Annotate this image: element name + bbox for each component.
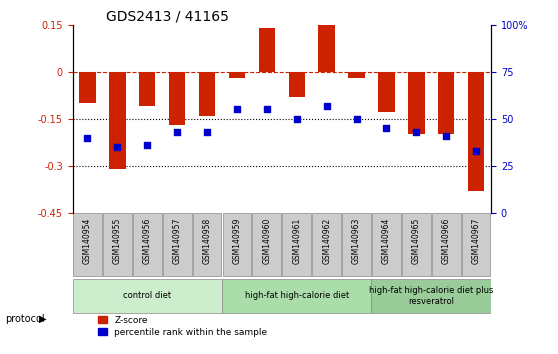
Text: GSM140962: GSM140962 [322, 218, 331, 264]
Text: high-fat high-calorie diet plus
resveratrol: high-fat high-calorie diet plus resverat… [369, 286, 493, 306]
FancyBboxPatch shape [73, 279, 222, 313]
Text: GSM140963: GSM140963 [352, 218, 361, 264]
Text: ▶: ▶ [39, 314, 46, 324]
Text: GSM140954: GSM140954 [83, 218, 92, 264]
Point [203, 129, 211, 135]
FancyBboxPatch shape [312, 213, 341, 276]
Point [322, 103, 331, 108]
FancyBboxPatch shape [163, 213, 191, 276]
Point [382, 125, 391, 131]
FancyBboxPatch shape [133, 213, 162, 276]
Point [143, 142, 152, 148]
Text: GSM140966: GSM140966 [442, 218, 451, 264]
Bar [258, 28, 275, 72]
Text: GSM140960: GSM140960 [262, 218, 271, 264]
FancyBboxPatch shape [402, 213, 431, 276]
Legend: Z-score, percentile rank within the sample: Z-score, percentile rank within the samp… [98, 316, 267, 337]
Text: GSM140958: GSM140958 [203, 218, 211, 264]
Point [412, 129, 421, 135]
FancyBboxPatch shape [372, 213, 401, 276]
Point [442, 133, 451, 138]
FancyBboxPatch shape [342, 213, 371, 276]
Text: GSM140956: GSM140956 [143, 218, 152, 264]
Bar [468, 72, 484, 191]
Text: GSM140959: GSM140959 [233, 218, 242, 264]
Bar [79, 72, 96, 103]
Bar [438, 72, 454, 135]
FancyBboxPatch shape [462, 213, 490, 276]
Text: GSM140955: GSM140955 [113, 218, 122, 264]
FancyBboxPatch shape [282, 213, 311, 276]
Point [113, 144, 122, 150]
Point [173, 129, 182, 135]
Text: GSM140965: GSM140965 [412, 218, 421, 264]
Bar [229, 72, 245, 78]
Bar [408, 72, 425, 135]
Text: GDS2413 / 41165: GDS2413 / 41165 [106, 10, 229, 24]
FancyBboxPatch shape [73, 213, 102, 276]
Text: GSM140964: GSM140964 [382, 218, 391, 264]
Point [233, 107, 242, 112]
Text: GSM140957: GSM140957 [172, 218, 182, 264]
Point [352, 116, 361, 121]
FancyBboxPatch shape [193, 213, 222, 276]
Bar [348, 72, 365, 78]
FancyBboxPatch shape [103, 213, 132, 276]
Bar [378, 72, 395, 113]
Point [83, 135, 92, 140]
Point [262, 107, 271, 112]
FancyBboxPatch shape [372, 279, 491, 313]
Bar [169, 72, 185, 125]
Bar [319, 25, 335, 72]
Point [292, 116, 301, 121]
FancyBboxPatch shape [252, 213, 281, 276]
Text: GSM140967: GSM140967 [472, 218, 480, 264]
Bar [109, 72, 126, 169]
FancyBboxPatch shape [432, 213, 460, 276]
Text: protocol: protocol [6, 314, 45, 324]
Bar [139, 72, 156, 106]
FancyBboxPatch shape [223, 213, 251, 276]
Text: GSM140961: GSM140961 [292, 218, 301, 264]
Bar [199, 72, 215, 116]
FancyBboxPatch shape [222, 279, 372, 313]
Bar [288, 72, 305, 97]
Text: control diet: control diet [123, 291, 171, 301]
Text: high-fat high-calorie diet: high-fat high-calorie diet [244, 291, 349, 301]
Point [472, 148, 480, 154]
